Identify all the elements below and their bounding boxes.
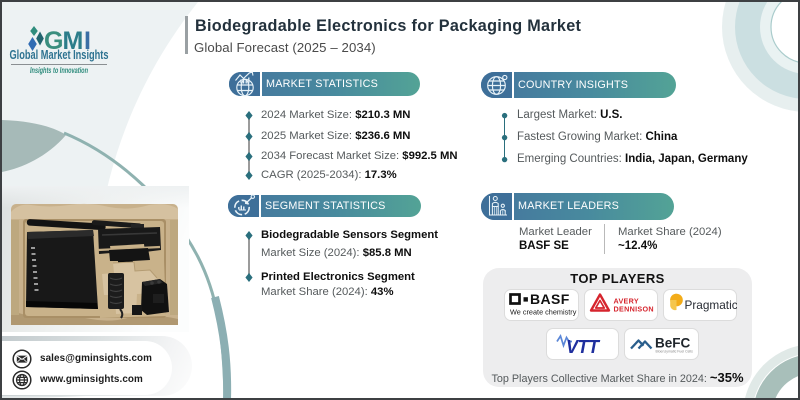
svg-text:Global Market Insights: Global Market Insights xyxy=(10,48,109,62)
svg-text:I: I xyxy=(84,27,91,55)
svg-text:DENNISON: DENNISON xyxy=(614,305,654,314)
svg-text:AVERY: AVERY xyxy=(614,297,639,306)
svg-text:Bioenzymatic Fuel Cells: Bioenzymatic Fuel Cells xyxy=(656,350,694,354)
svg-text:BASF: BASF xyxy=(530,291,570,307)
svg-text:We create chemistry: We create chemistry xyxy=(510,308,577,317)
svg-text:G: G xyxy=(44,27,63,55)
svg-text:BeFC: BeFC xyxy=(655,336,691,351)
svg-text:Insights to Innovation: Insights to Innovation xyxy=(30,66,88,75)
svg-text:Pragmatic: Pragmatic xyxy=(685,298,738,312)
svg-text:VTT: VTT xyxy=(566,337,601,357)
svg-text:M: M xyxy=(63,27,84,55)
